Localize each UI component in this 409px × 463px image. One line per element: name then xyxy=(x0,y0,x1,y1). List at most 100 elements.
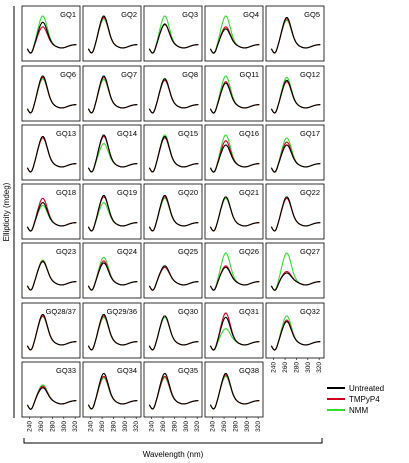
panel-label: GQ12 xyxy=(300,70,320,79)
panel-label: GQ34 xyxy=(117,366,137,375)
panel-gq2: GQ2 xyxy=(82,5,142,62)
panel-label: GQ15 xyxy=(178,129,198,138)
series-line-untreated xyxy=(26,202,77,232)
series-line-untreated xyxy=(87,314,138,351)
x-tick-label: 280 xyxy=(293,362,300,373)
legend-label-nmm: NMM xyxy=(349,406,368,415)
panel-label: GQ2 xyxy=(121,10,137,19)
x-tick-label: 300 xyxy=(122,421,129,432)
panel-label: GQ28/37 xyxy=(46,307,76,316)
x-tick-label: 240 xyxy=(88,421,95,432)
x-tick-labels: 240 260 280 300 320 xyxy=(27,417,79,432)
panel-label: GQ22 xyxy=(300,188,320,197)
panel-label: GQ8 xyxy=(182,70,198,79)
series-line-untreated xyxy=(26,75,77,114)
series-line-untreated xyxy=(209,266,260,291)
panel-gq28-37: GQ28/37 xyxy=(21,302,81,359)
panel-gq5: GQ5 xyxy=(265,5,325,62)
panel-gq29-36: GQ29/36 xyxy=(82,302,142,359)
panel-gq23: GQ23 xyxy=(21,242,81,299)
x-tick-label: 280 xyxy=(110,421,117,432)
x-tick-labels: 240 260 280 300 320 xyxy=(210,417,262,432)
panel-gq38: GQ38 xyxy=(204,361,264,418)
series-line-untreated xyxy=(26,261,77,291)
panel-gq4: GQ4 xyxy=(204,5,264,62)
panel-label: GQ33 xyxy=(56,366,76,375)
panel-gq18: GQ18 xyxy=(21,183,81,240)
panel-label: GQ27 xyxy=(300,247,320,256)
series-line-untreated xyxy=(209,144,260,173)
series-line-untreated xyxy=(148,136,199,173)
series-line-untreated xyxy=(87,134,138,173)
x-tick-label: 320 xyxy=(133,421,140,432)
x-tick-label: 320 xyxy=(72,421,79,432)
series-line-untreated xyxy=(209,196,260,232)
y-axis-label: Ellipticity (mdeg) xyxy=(2,182,11,241)
series-line-untreated xyxy=(270,17,321,54)
series-line-untreated xyxy=(270,321,321,351)
panel-label: GQ20 xyxy=(178,188,198,197)
panel-label: GQ19 xyxy=(117,188,137,197)
panel-label: GQ17 xyxy=(300,129,320,138)
series-line-untreated xyxy=(87,373,138,410)
panel-gq20: GQ20 xyxy=(143,183,203,240)
panel-label: GQ7 xyxy=(121,70,137,79)
panel-gq24: GQ24 xyxy=(82,242,142,299)
x-tick-label: 260 xyxy=(282,362,289,373)
panel-gq12: GQ12 xyxy=(265,65,325,122)
panel-label: GQ26 xyxy=(239,247,259,256)
x-tick-label: 240 xyxy=(27,421,34,432)
panel-label: GQ5 xyxy=(304,10,320,19)
x-tick-label: 280 xyxy=(232,421,239,432)
x-tick-label: 300 xyxy=(61,421,68,432)
panel-gq6: GQ6 xyxy=(21,65,81,122)
panel-gq35: GQ35 xyxy=(143,361,203,418)
series-line-untreated xyxy=(26,387,77,410)
x-tick-label: 240 xyxy=(271,362,278,373)
panel-label: GQ25 xyxy=(178,247,198,256)
panel-label: GQ13 xyxy=(56,129,76,138)
panel-gq33: GQ33 xyxy=(21,361,81,418)
series-line-untreated xyxy=(148,315,199,351)
x-tick-labels: 240 260 280 300 320 xyxy=(149,417,201,432)
x-tick-label: 300 xyxy=(183,421,190,432)
x-tick-labels: 240 260 280 300 320 xyxy=(88,417,140,432)
x-tick-label: 260 xyxy=(160,421,167,432)
panel-gq32: GQ32 xyxy=(265,302,325,359)
panel-gq11: GQ11 xyxy=(204,65,264,122)
panel-gq15: GQ15 xyxy=(143,124,203,181)
x-tick-label: 240 xyxy=(149,421,156,432)
series-line-untreated xyxy=(270,196,321,232)
panel-label: GQ30 xyxy=(178,307,198,316)
panel-gq17: GQ17 xyxy=(265,124,325,181)
series-line-untreated xyxy=(148,78,199,114)
x-tick-label: 300 xyxy=(244,421,251,432)
series-line-untreated xyxy=(87,195,138,232)
panel-gq14: GQ14 xyxy=(82,124,142,181)
panel-gq7: GQ7 xyxy=(82,65,142,122)
x-tick-label: 320 xyxy=(316,362,323,373)
x-tick-label: 280 xyxy=(49,421,56,432)
legend-label-untreated: Untreated xyxy=(349,384,384,393)
panel-gq3: GQ3 xyxy=(143,5,203,62)
series-line-untreated xyxy=(148,373,199,410)
legend-label-tmpyp4: TMPyP4 xyxy=(349,395,380,404)
panel-gq21: GQ21 xyxy=(204,183,264,240)
panel-label: GQ24 xyxy=(117,247,137,256)
series-line-untreated xyxy=(209,373,260,410)
panel-label: GQ21 xyxy=(239,188,259,197)
panel-label: GQ16 xyxy=(239,129,259,138)
panel-gq22: GQ22 xyxy=(265,183,325,240)
x-tick-label: 240 xyxy=(210,421,217,432)
panel-grid: GQ1 GQ2 GQ3 GQ4 GQ5 GQ6 GQ7 GQ8 GQ11 GQ12 GQ13 GQ14… xyxy=(21,5,325,432)
panel-gq31: GQ31 xyxy=(204,302,264,359)
panel-label: GQ31 xyxy=(239,307,259,316)
panel-label: GQ4 xyxy=(243,10,259,19)
series-line-untreated xyxy=(270,144,321,173)
x-tick-label: 260 xyxy=(99,421,106,432)
panel-label: GQ6 xyxy=(60,70,76,79)
series-line-untreated xyxy=(87,15,138,54)
series-line-untreated xyxy=(26,314,77,351)
x-axis-label: Wavelength (nm) xyxy=(143,450,204,459)
